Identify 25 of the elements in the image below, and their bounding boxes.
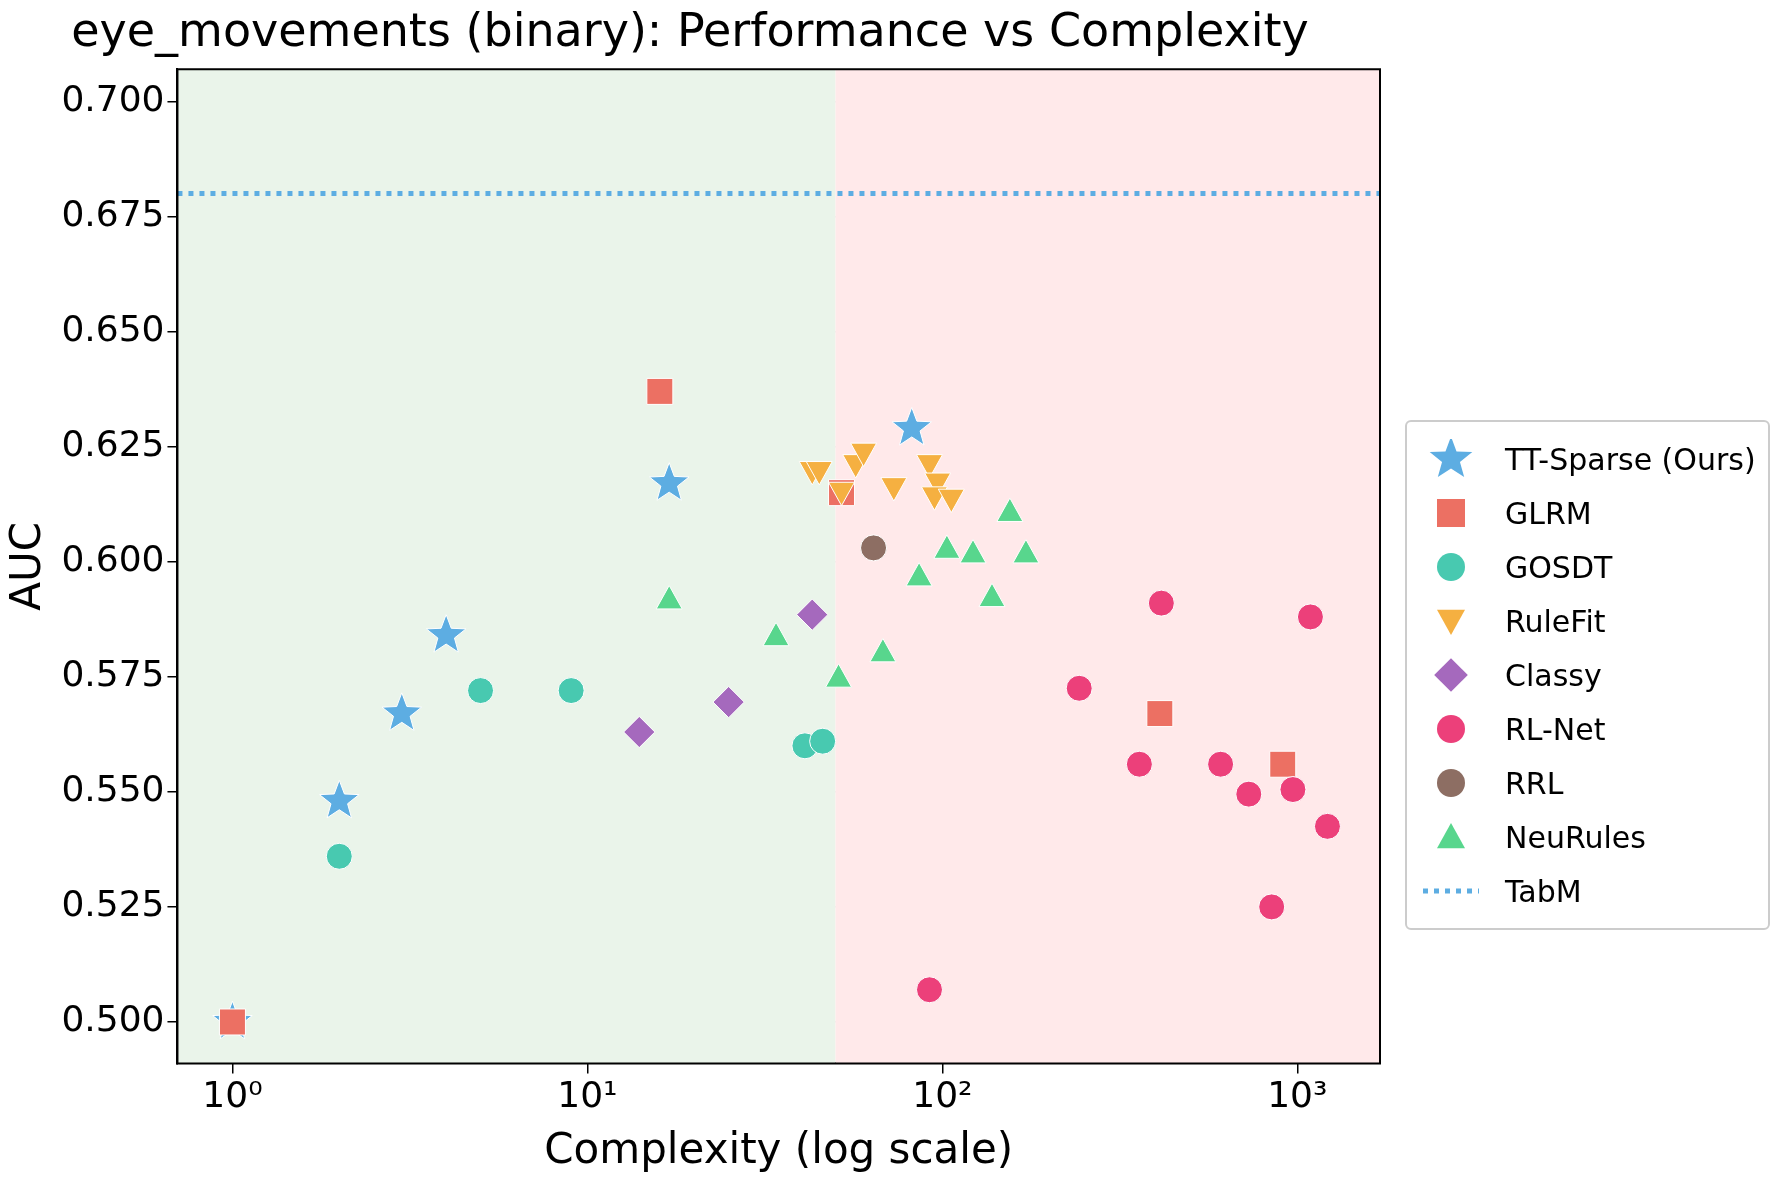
- y-tick-label: 0.550: [61, 768, 165, 810]
- y-tick-label: 0.500: [61, 998, 165, 1040]
- x-axis-title: Complexity (log scale): [544, 1123, 1014, 1173]
- legend-label: RuleFit: [1505, 603, 1606, 639]
- y-tick-label: 0.525: [61, 883, 165, 925]
- y-tick-label: 0.575: [61, 653, 165, 695]
- x-tick-label: 10³: [1267, 1074, 1328, 1116]
- y-tick-label: 0.650: [61, 307, 165, 349]
- x-tick-label: 10¹: [557, 1074, 618, 1116]
- legend-label: TT-Sparse (Ours): [1505, 441, 1756, 477]
- legend-label: TabM: [1505, 873, 1582, 909]
- legend-label: GLRM: [1505, 495, 1592, 531]
- y-tick-label: 0.625: [61, 422, 165, 464]
- chart-title: eye_movements (binary): Performance vs Complexity: [71, 2, 1309, 57]
- x-tick-label: 10²: [912, 1074, 973, 1116]
- legend-label: RL-Net: [1505, 711, 1606, 747]
- legend-label: NeuRules: [1505, 819, 1646, 855]
- y-axis-title: AUC: [1, 521, 51, 611]
- y-tick-label: 0.700: [61, 77, 165, 119]
- legend-label: RRL: [1505, 765, 1564, 801]
- y-tick-label: 0.600: [61, 538, 165, 580]
- y-tick-label: 0.675: [61, 192, 165, 234]
- x-tick-label: 10⁰: [202, 1074, 263, 1116]
- legend-label: GOSDT: [1505, 549, 1613, 585]
- legend-label: Classy: [1505, 657, 1602, 693]
